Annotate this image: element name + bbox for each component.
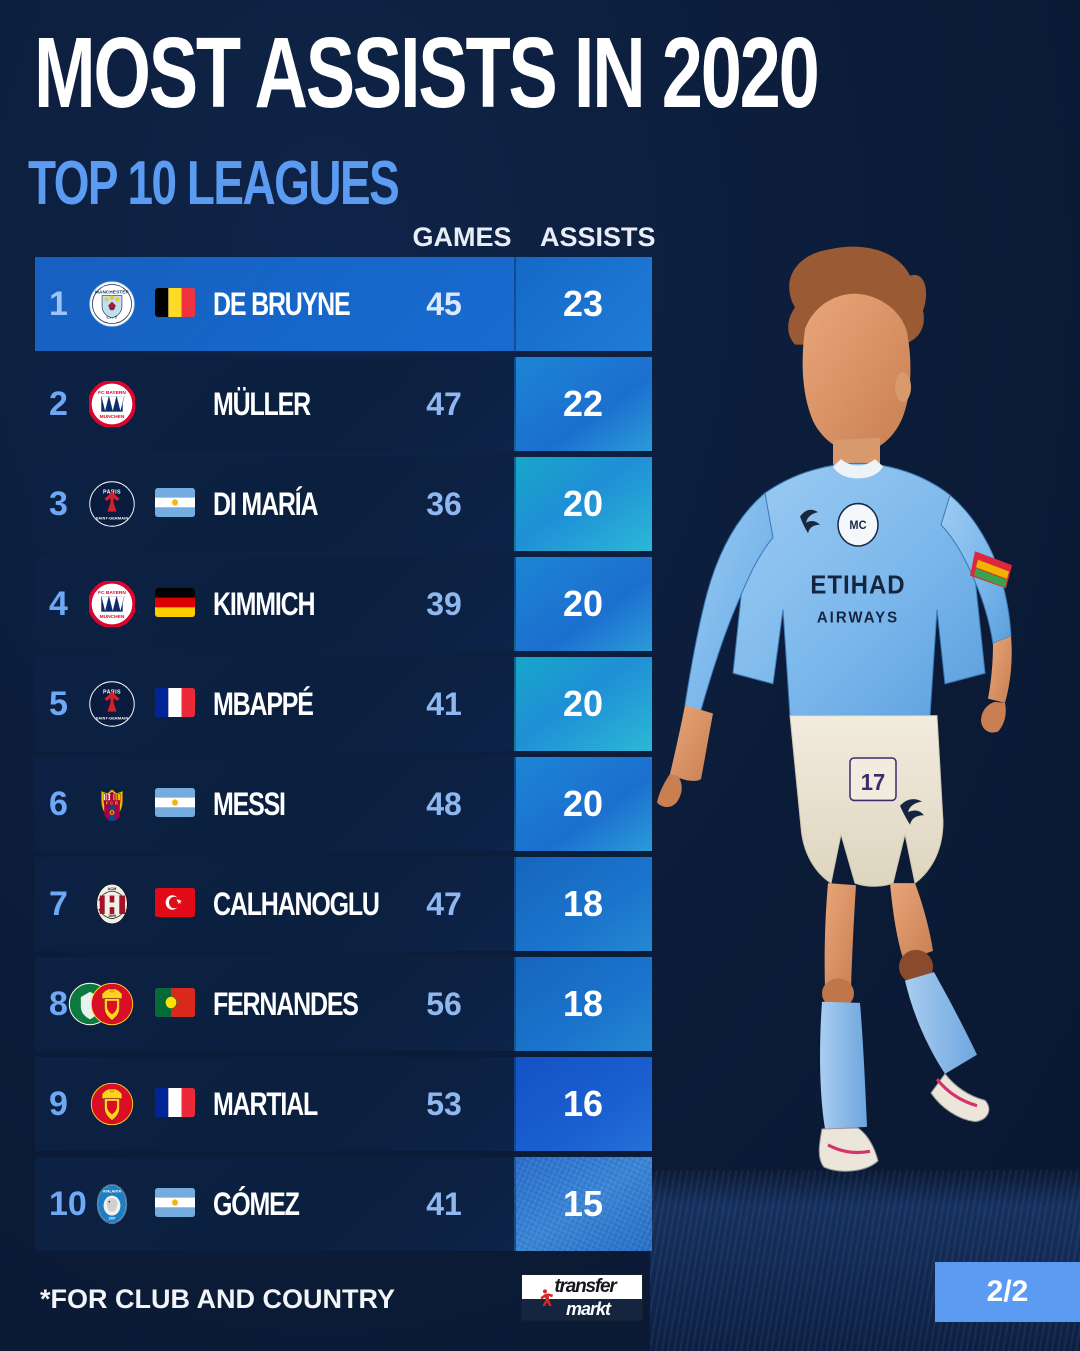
svg-text:MUNCHEN: MUNCHEN xyxy=(100,614,125,620)
svg-text:FC BAYERN: FC BAYERN xyxy=(98,590,126,596)
svg-text:1899: 1899 xyxy=(108,914,116,918)
svg-text:SAINT-GERMAIN: SAINT-GERMAIN xyxy=(96,516,129,520)
svg-text:ETIHAD: ETIHAD xyxy=(810,572,905,600)
svg-text:FC BAYERN: FC BAYERN xyxy=(98,390,126,396)
svg-text:SAINT-GERMAIN: SAINT-GERMAIN xyxy=(96,716,129,720)
svg-text:MUNCHEN: MUNCHEN xyxy=(100,414,125,420)
svg-text:MANCHESTER: MANCHESTER xyxy=(95,289,129,294)
svg-text:F C B: F C B xyxy=(106,800,118,805)
svg-text:AIRWAYS: AIRWAYS xyxy=(817,609,899,626)
svg-text:17: 17 xyxy=(861,768,885,795)
svg-text:MC: MC xyxy=(849,520,866,532)
svg-text:1907: 1907 xyxy=(108,1216,115,1220)
svg-text:ATALANTA: ATALANTA xyxy=(103,1190,122,1194)
svg-text:ACM: ACM xyxy=(108,887,117,891)
